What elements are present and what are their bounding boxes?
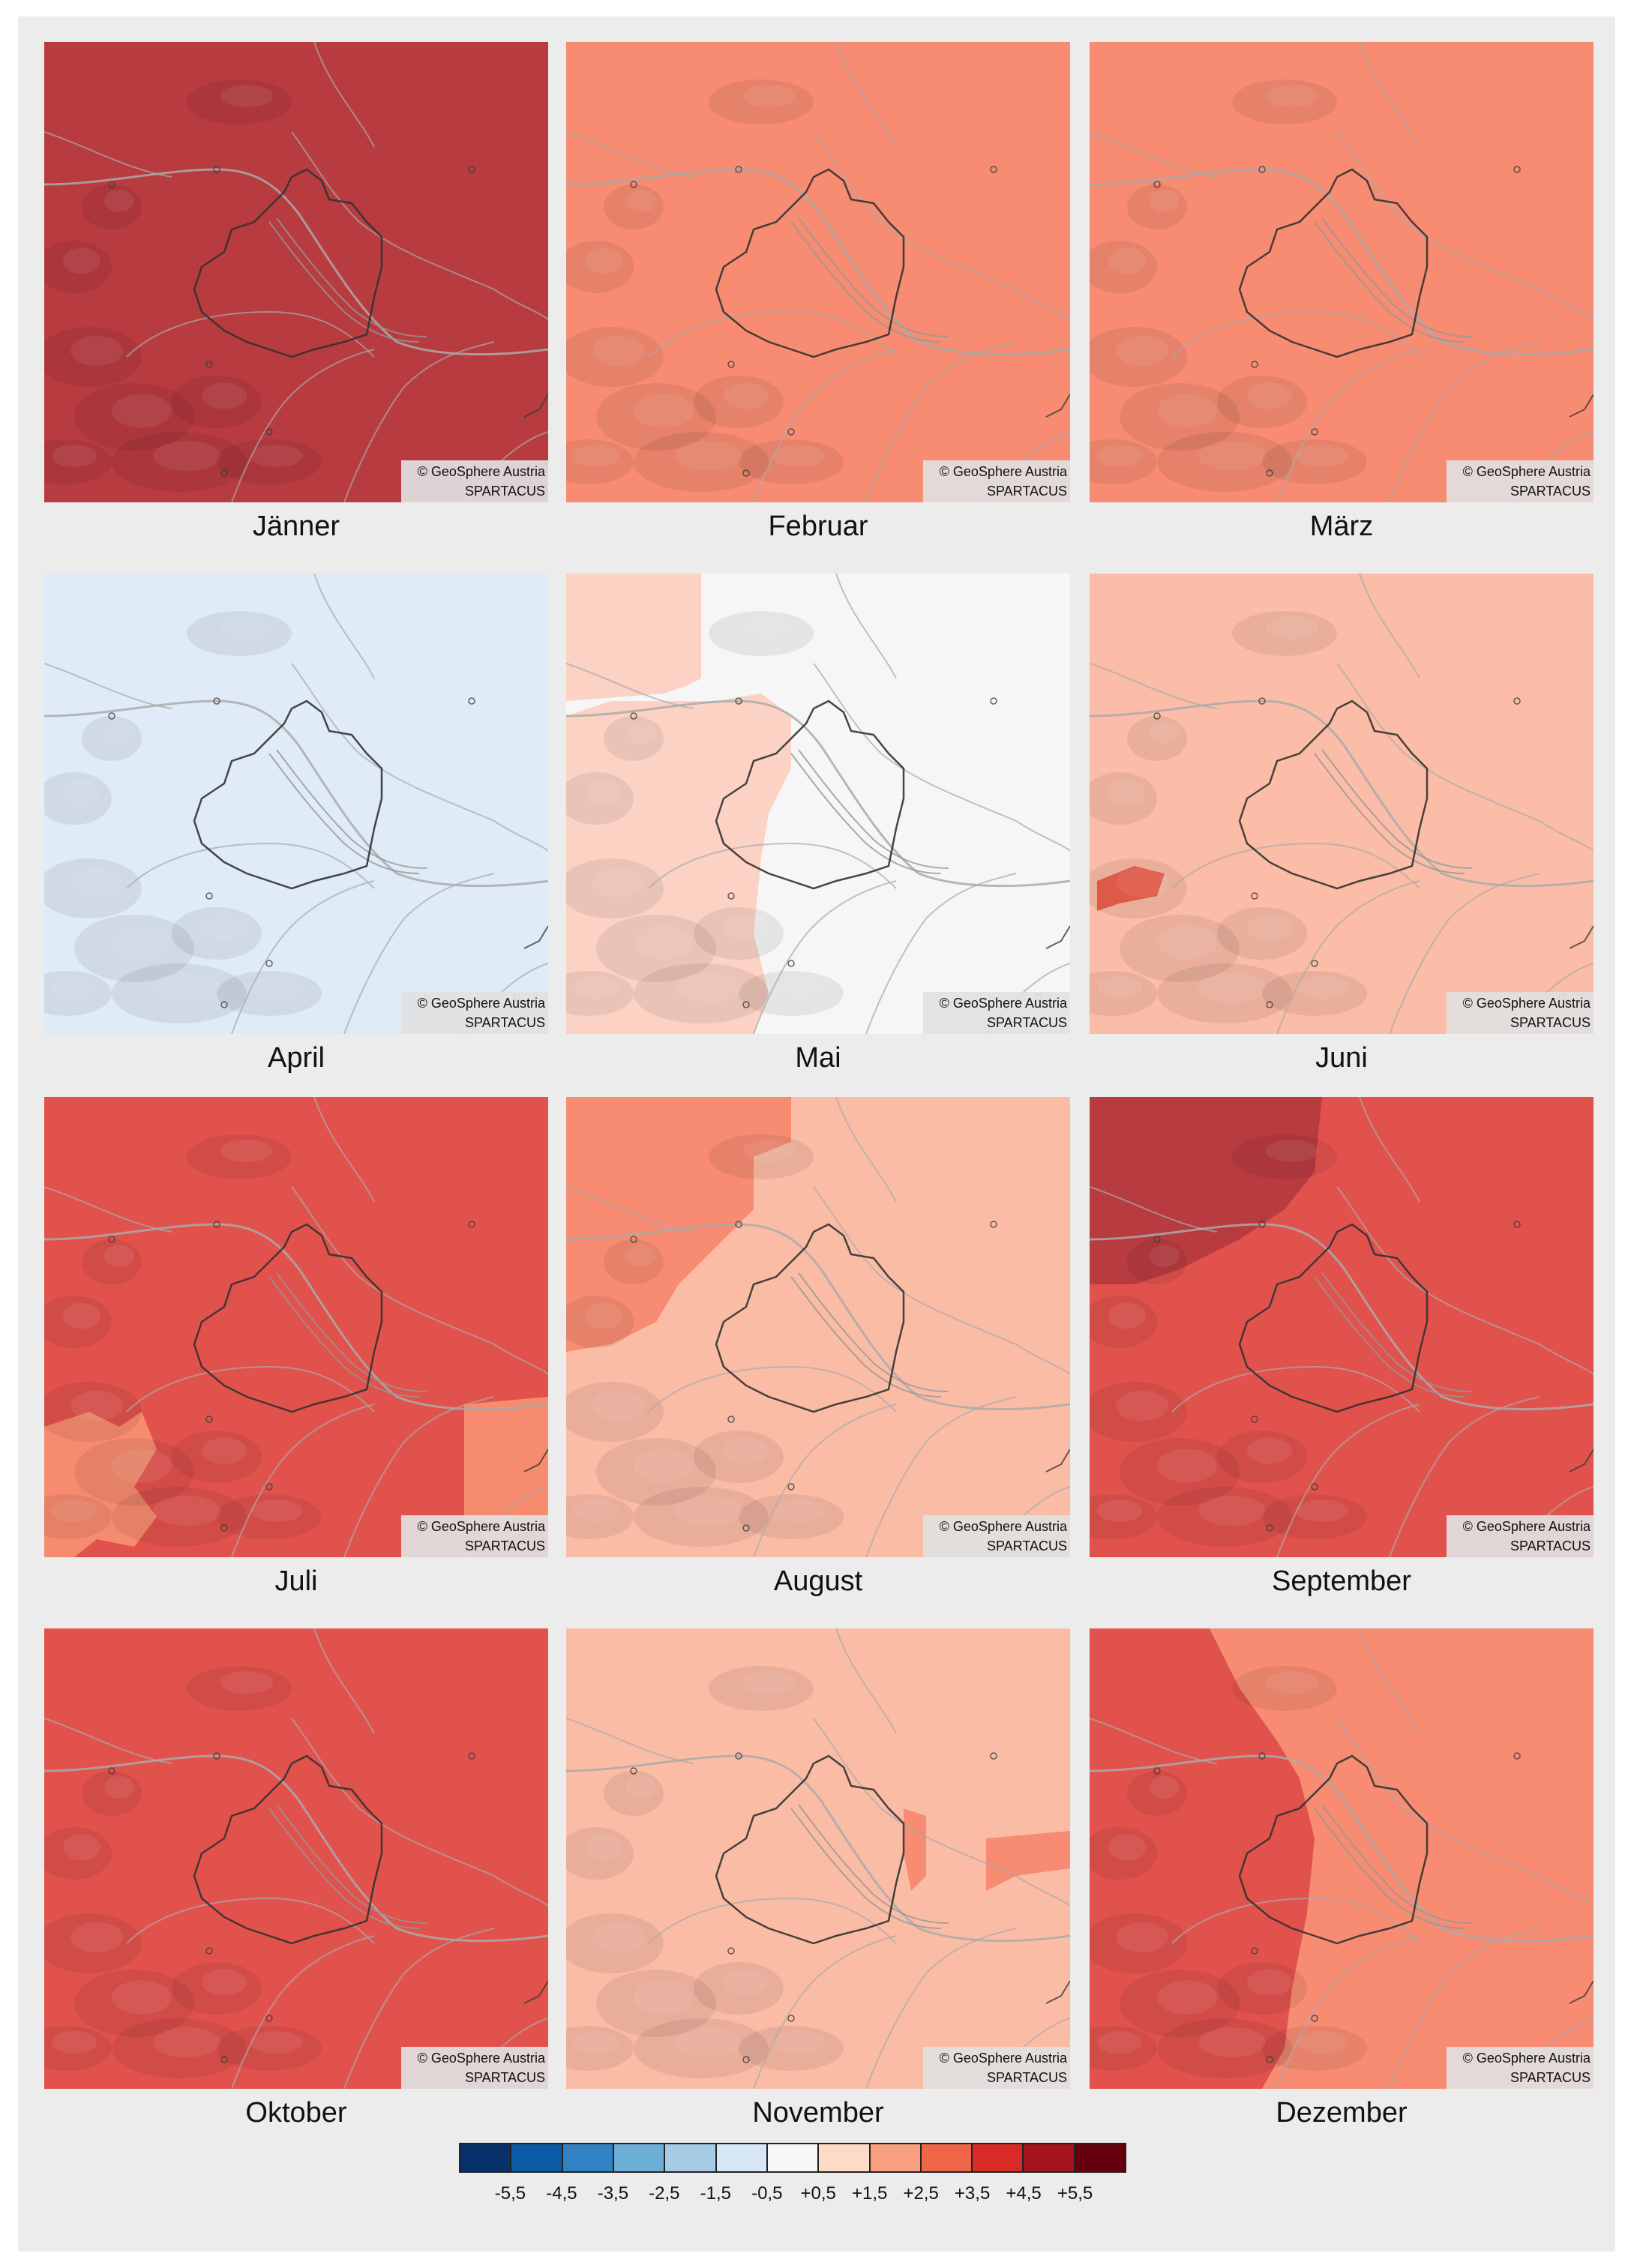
map-credit: © GeoSphere Austria SPARTACUS	[1447, 460, 1594, 502]
credit-line-1: © GeoSphere Austria	[939, 464, 1067, 479]
legend-swatch	[613, 2144, 666, 2171]
credit-line-1: © GeoSphere Austria	[1462, 2051, 1591, 2066]
map-credit: © GeoSphere Austria SPARTACUS	[401, 2047, 548, 2089]
temperature-anomaly-map: © GeoSphere Austria SPARTACUS	[44, 574, 548, 1034]
month-label: August	[773, 1565, 863, 1597]
map-panel: © GeoSphere Austria SPARTACUS Jänner	[44, 42, 548, 542]
legend-tick-label: +0,5	[800, 2183, 836, 2204]
credit-line-2: SPARTACUS	[464, 2070, 545, 2085]
credit-line-2: SPARTACUS	[1510, 484, 1591, 499]
month-label: März	[1309, 511, 1374, 542]
map-credit: © GeoSphere Austria SPARTACUS	[923, 2047, 1070, 2089]
legend-tick-label: -4,5	[546, 2183, 577, 2204]
legend-tick-label: +2,5	[903, 2183, 939, 2204]
credit-line-1: © GeoSphere Austria	[1462, 464, 1591, 479]
legend-swatch	[665, 2144, 717, 2171]
legend-swatch	[511, 2144, 563, 2171]
credit-line-1: © GeoSphere Austria	[1462, 996, 1591, 1011]
credit-line-1: © GeoSphere Austria	[1462, 1519, 1591, 1534]
credit-line-2: SPARTACUS	[1510, 1538, 1591, 1553]
map-credit: © GeoSphere Austria SPARTACUS	[401, 460, 548, 502]
legend-swatch	[1024, 2144, 1075, 2171]
month-label: Juli	[274, 1565, 318, 1597]
legend-swatch	[562, 2144, 614, 2171]
month-label: Jänner	[252, 511, 340, 542]
temperature-anomaly-map: © GeoSphere Austria SPARTACUS	[1090, 1628, 1594, 2089]
map-credit: © GeoSphere Austria SPARTACUS	[923, 1515, 1070, 1557]
legend-tick-label: +5,5	[1057, 2183, 1093, 2204]
map-credit: © GeoSphere Austria SPARTACUS	[1447, 1515, 1594, 1557]
credit-line-2: SPARTACUS	[1510, 1015, 1591, 1030]
credit-line-2: SPARTACUS	[986, 484, 1067, 499]
legend-tick-label: -1,5	[700, 2183, 731, 2204]
month-label: September	[1272, 1565, 1411, 1597]
credit-line-2: SPARTACUS	[464, 1015, 545, 1030]
credit-line-1: © GeoSphere Austria	[939, 2051, 1067, 2066]
credit-line-1: © GeoSphere Austria	[417, 996, 545, 1011]
map-panel: © GeoSphere Austria SPARTACUS Juli	[44, 1097, 548, 1597]
map-credit: © GeoSphere Austria SPARTACUS	[923, 460, 1070, 502]
credit-line-1: © GeoSphere Austria	[417, 1519, 545, 1534]
legend-swatch	[870, 2144, 922, 2171]
legend-swatch	[460, 2144, 512, 2171]
map-panel: © GeoSphere Austria SPARTACUS September	[1090, 1097, 1594, 1597]
credit-line-1: © GeoSphere Austria	[939, 996, 1067, 1011]
credit-line-1: © GeoSphere Austria	[939, 1519, 1067, 1534]
month-label: Dezember	[1276, 2097, 1408, 2129]
temperature-anomaly-map: © GeoSphere Austria SPARTACUS	[1090, 1097, 1594, 1557]
legend-swatch	[716, 2144, 768, 2171]
legend-swatch	[1075, 2144, 1126, 2171]
legend-swatch	[819, 2144, 871, 2171]
legend-tick-label: +4,5	[1006, 2183, 1042, 2204]
month-label: Februar	[768, 511, 868, 542]
map-panel: © GeoSphere Austria SPARTACUS August	[566, 1097, 1070, 1597]
temperature-anomaly-map: © GeoSphere Austria SPARTACUS	[1090, 574, 1594, 1034]
month-label: April	[267, 1042, 325, 1074]
map-panel: © GeoSphere Austria SPARTACUS Dezember	[1090, 1628, 1594, 2129]
map-panel: © GeoSphere Austria SPARTACUS Mai	[566, 574, 1070, 1074]
temperature-anomaly-map: © GeoSphere Austria SPARTACUS	[44, 42, 548, 502]
credit-line-2: SPARTACUS	[464, 484, 545, 499]
temperature-anomaly-map: © GeoSphere Austria SPARTACUS	[1090, 42, 1594, 502]
month-label: Juni	[1315, 1042, 1368, 1074]
map-panel: © GeoSphere Austria SPARTACUS März	[1090, 42, 1594, 542]
map-panel: © GeoSphere Austria SPARTACUS November	[566, 1628, 1070, 2129]
credit-line-2: SPARTACUS	[986, 1015, 1067, 1030]
map-credit: © GeoSphere Austria SPARTACUS	[401, 992, 548, 1034]
color-legend	[459, 2143, 1126, 2173]
map-credit: © GeoSphere Austria SPARTACUS	[1447, 2047, 1594, 2089]
credit-line-1: © GeoSphere Austria	[417, 464, 545, 479]
map-credit: © GeoSphere Austria SPARTACUS	[923, 992, 1070, 1034]
legend-tick-label: -3,5	[597, 2183, 629, 2204]
map-panel: © GeoSphere Austria SPARTACUS Oktober	[44, 1628, 548, 2129]
legend-tick-label: +1,5	[851, 2183, 888, 2204]
map-panel: © GeoSphere Austria SPARTACUS Juni	[1090, 574, 1594, 1074]
legend-tick-label: -2,5	[649, 2183, 680, 2204]
legend-tick-label: -5,5	[494, 2183, 526, 2204]
map-panel: © GeoSphere Austria SPARTACUS Februar	[566, 42, 1070, 542]
temperature-anomaly-map: © GeoSphere Austria SPARTACUS	[566, 42, 1070, 502]
legend-tick-label: +3,5	[954, 2183, 991, 2204]
month-label: Oktober	[245, 2097, 347, 2129]
credit-line-1: © GeoSphere Austria	[417, 2051, 545, 2066]
legend-tick-label: -0,5	[751, 2183, 783, 2204]
temperature-anomaly-map: © GeoSphere Austria SPARTACUS	[566, 574, 1070, 1034]
temperature-anomaly-map: © GeoSphere Austria SPARTACUS	[566, 1097, 1070, 1557]
map-credit: © GeoSphere Austria SPARTACUS	[401, 1515, 548, 1557]
map-credit: © GeoSphere Austria SPARTACUS	[1447, 992, 1594, 1034]
temperature-anomaly-map: © GeoSphere Austria SPARTACUS	[44, 1097, 548, 1557]
credit-line-2: SPARTACUS	[986, 1538, 1067, 1553]
credit-line-2: SPARTACUS	[986, 2070, 1067, 2085]
credit-line-2: SPARTACUS	[1510, 2070, 1591, 2085]
legend-swatch	[921, 2144, 973, 2171]
legend-ticks: -5,5 -4,5 -3,5 -2,5 -1,5 -0,5 +0,5 +1,5 +2,5 +3,5…	[459, 2183, 1126, 2213]
temperature-anomaly-map: © GeoSphere Austria SPARTACUS	[566, 1628, 1070, 2089]
credit-line-2: SPARTACUS	[464, 1538, 545, 1553]
legend-swatch	[973, 2144, 1024, 2171]
temperature-anomaly-map: © GeoSphere Austria SPARTACUS	[44, 1628, 548, 2089]
month-label: Mai	[795, 1042, 841, 1074]
month-label: November	[752, 2097, 884, 2129]
map-panel: © GeoSphere Austria SPARTACUS April	[44, 574, 548, 1074]
legend-swatch	[767, 2144, 820, 2171]
